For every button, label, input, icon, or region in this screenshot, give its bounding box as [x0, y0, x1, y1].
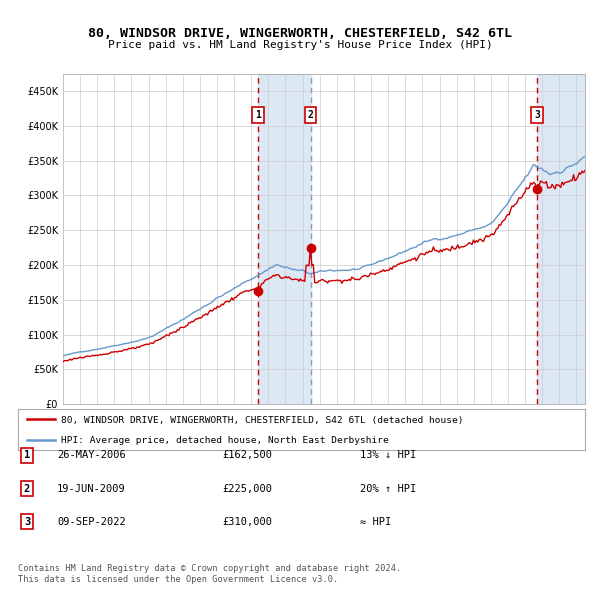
Bar: [537, 74, 585, 404]
Text: 3: 3: [24, 517, 30, 526]
Text: 09-SEP-2022: 09-SEP-2022: [57, 517, 126, 526]
Text: 80, WINDSOR DRIVE, WINGERWORTH, CHESTERFIELD, S42 6TL (detached house): 80, WINDSOR DRIVE, WINGERWORTH, CHESTERF…: [61, 416, 463, 425]
Text: 2: 2: [308, 110, 313, 120]
Text: 13% ↓ HPI: 13% ↓ HPI: [360, 451, 416, 460]
Text: £162,500: £162,500: [222, 451, 272, 460]
Text: 3: 3: [534, 110, 540, 120]
Text: ≈ HPI: ≈ HPI: [360, 517, 391, 526]
Text: 1: 1: [255, 110, 261, 120]
Text: Price paid vs. HM Land Registry's House Price Index (HPI): Price paid vs. HM Land Registry's House …: [107, 40, 493, 50]
Text: 80, WINDSOR DRIVE, WINGERWORTH, CHESTERFIELD, S42 6TL: 80, WINDSOR DRIVE, WINGERWORTH, CHESTERF…: [88, 27, 512, 40]
Text: This data is licensed under the Open Government Licence v3.0.: This data is licensed under the Open Gov…: [18, 575, 338, 584]
Text: 1: 1: [24, 451, 30, 460]
Text: 20% ↑ HPI: 20% ↑ HPI: [360, 484, 416, 493]
Text: £310,000: £310,000: [222, 517, 272, 526]
Text: 2: 2: [24, 484, 30, 493]
Text: £225,000: £225,000: [222, 484, 272, 493]
Bar: [258, 74, 311, 404]
Text: 26-MAY-2006: 26-MAY-2006: [57, 451, 126, 460]
Text: Contains HM Land Registry data © Crown copyright and database right 2024.: Contains HM Land Registry data © Crown c…: [18, 565, 401, 573]
Text: HPI: Average price, detached house, North East Derbyshire: HPI: Average price, detached house, Nort…: [61, 436, 388, 445]
Text: 19-JUN-2009: 19-JUN-2009: [57, 484, 126, 493]
